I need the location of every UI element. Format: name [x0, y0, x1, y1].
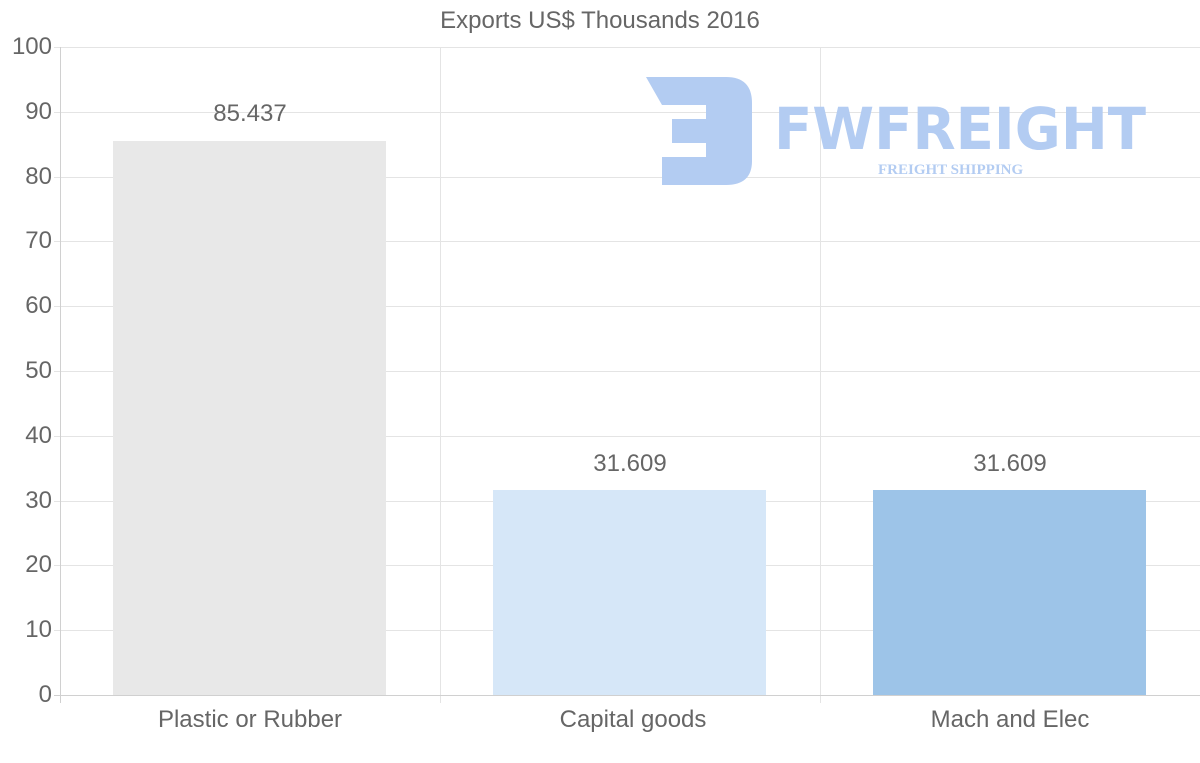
gridline-100 — [54, 47, 1200, 48]
fwfreight-watermark-logo: FWFREIGHT FREIGHT SHIPPING — [646, 77, 1146, 185]
xtick-label-capital-goods: Capital goods — [559, 706, 707, 733]
gridline-70 — [54, 241, 1200, 243]
plot-area: FWFREIGHT FREIGHT SHIPPING 85.437 31.609… — [54, 47, 1200, 703]
vgridline-2 — [820, 47, 821, 703]
xtick-label-mach-and-elec: Mach and Elec — [930, 706, 1090, 733]
ytick-label: 40 — [25, 421, 52, 449]
bar-mach-and-elec[interactable] — [873, 490, 1146, 695]
ytick-label: 10 — [25, 616, 52, 644]
bar-plastic-or-rubber[interactable] — [113, 141, 386, 695]
bar-value-label: 31.609 — [593, 450, 667, 477]
bar-value-label: 85.437 — [213, 100, 287, 127]
ytick-label: 100 — [11, 33, 52, 60]
svg-text:FREIGHT SHIPPING: FREIGHT SHIPPING — [878, 162, 1023, 178]
xtick-label-plastic-or-rubber: Plastic or Rubber — [157, 706, 343, 733]
ytick-label: 90 — [25, 97, 52, 125]
svg-text:FWFREIGHT: FWFREIGHT — [774, 95, 1146, 163]
gridline-40 — [54, 435, 1200, 437]
gridline-90 — [54, 111, 1200, 113]
ytick-label: 0 — [38, 681, 52, 708]
ytick-label: 50 — [25, 357, 52, 384]
y-axis-line — [60, 47, 61, 703]
ytick-label: 70 — [25, 227, 52, 255]
bar-value-label: 31.609 — [973, 450, 1047, 477]
x-axis-line — [54, 695, 1200, 696]
ytick-label: 20 — [25, 551, 52, 579]
bar-capital-goods[interactable] — [493, 490, 766, 695]
gridline-60 — [54, 306, 1200, 308]
ytick-label: 80 — [25, 162, 52, 190]
gridline-80 — [54, 176, 1200, 178]
gridline-50 — [54, 371, 1200, 372]
chart-title: Exports US$ Thousands 2016 — [440, 7, 760, 34]
vgridline-1 — [440, 47, 441, 703]
ytick-label: 60 — [25, 292, 52, 320]
ytick-label: 30 — [25, 486, 52, 514]
